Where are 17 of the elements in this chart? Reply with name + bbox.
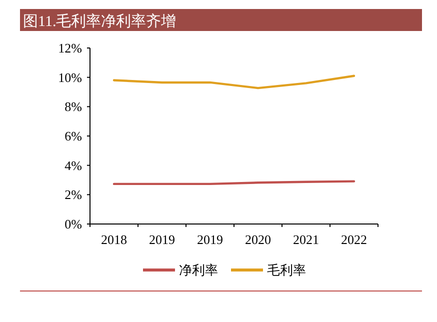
x-tick-label: 2019	[149, 232, 175, 247]
x-tick-label: 2019	[197, 232, 223, 247]
y-tick-label: 8%	[64, 99, 82, 114]
y-tick-label: 12%	[58, 40, 82, 56]
y-tick-label: 10%	[58, 70, 82, 85]
x-tick-label: 2021	[293, 232, 319, 247]
y-tick-label: 6%	[64, 128, 82, 144]
y-tick-label: 2%	[64, 187, 82, 202]
legend-label: 毛利率	[267, 262, 306, 278]
line-series	[112, 74, 356, 90]
x-tick-label: 2018	[101, 232, 127, 247]
chart-title: 图11.毛利率净利率齐增	[23, 13, 176, 30]
x-tick-label: 2022	[341, 232, 367, 247]
y-tick-label: 0%	[64, 216, 82, 232]
x-tick-label: 2020	[245, 232, 271, 247]
legend-label: 净利率	[179, 262, 218, 278]
y-tick-label: 4%	[64, 158, 82, 173]
